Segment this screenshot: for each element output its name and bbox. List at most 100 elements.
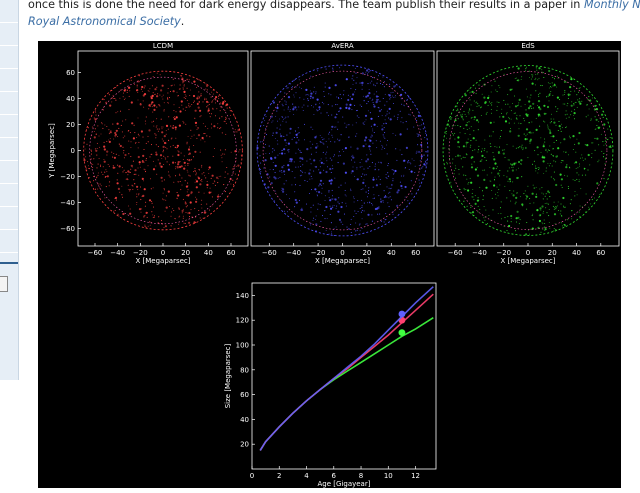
matter-particle [354, 161, 356, 163]
matter-particle [368, 145, 371, 148]
matter-particle [177, 181, 179, 183]
matter-particle [274, 164, 277, 167]
matter-particle [332, 136, 334, 138]
matter-particle [319, 204, 321, 206]
panel-frame [436, 50, 620, 247]
matter-particle [298, 106, 300, 108]
matter-particle [90, 158, 92, 160]
matter-particle [155, 144, 157, 146]
matter-particle [316, 109, 318, 111]
matter-particle [548, 93, 550, 95]
matter-particle [179, 84, 181, 86]
matter-particle [470, 126, 472, 128]
matter-particle [281, 170, 283, 172]
matter-particle [386, 110, 388, 112]
matter-particle [464, 157, 466, 159]
matter-particle [573, 118, 576, 120]
matter-particle [526, 138, 528, 140]
matter-particle [554, 179, 556, 181]
matter-particle [184, 109, 186, 111]
matter-particle [361, 205, 363, 207]
matter-particle [117, 187, 120, 190]
journal-link[interactable]: Monthly Noti [583, 0, 640, 11]
matter-particle [510, 221, 512, 223]
sidebar-button[interactable] [0, 276, 8, 292]
matter-particle [317, 208, 319, 210]
sidebar-item[interactable] [0, 230, 18, 253]
matter-particle [571, 218, 573, 220]
sidebar-item[interactable] [0, 69, 18, 92]
matter-particle [496, 91, 498, 93]
matter-particle [299, 151, 301, 153]
matter-particle [392, 91, 394, 93]
matter-particle [543, 172, 545, 175]
matter-particle [230, 151, 232, 153]
matter-particle [211, 196, 213, 198]
matter-particle [282, 105, 284, 107]
matter-particle [509, 180, 512, 182]
sidebar-item[interactable] [0, 161, 18, 184]
matter-particle [393, 85, 396, 88]
matter-particle [485, 186, 488, 189]
matter-particle [491, 102, 493, 104]
sidebar-item[interactable] [0, 23, 18, 46]
matter-particle [493, 184, 496, 187]
matter-particle [385, 122, 387, 124]
matter-particle [535, 73, 537, 76]
matter-particle [184, 222, 186, 224]
sidebar-item[interactable] [0, 0, 18, 23]
matter-particle [528, 233, 531, 235]
matter-particle [195, 186, 198, 189]
matter-particle [564, 91, 566, 93]
matter-particle [90, 150, 93, 152]
sidebar-item[interactable] [0, 207, 18, 230]
matter-particle [518, 98, 521, 101]
matter-particle [595, 108, 599, 111]
matter-particle [515, 169, 517, 171]
matter-particle [499, 87, 501, 89]
matter-particle [100, 133, 102, 135]
matter-particle [201, 136, 204, 140]
matter-particle [373, 105, 376, 108]
matter-particle [310, 147, 312, 149]
matter-particle [524, 138, 527, 141]
matter-particle [576, 106, 578, 108]
matter-particle [301, 106, 303, 108]
matter-particle [470, 140, 472, 142]
matter-particle [131, 184, 133, 186]
matter-particle [419, 125, 421, 127]
sidebar-item[interactable] [0, 184, 18, 207]
matter-particle [338, 155, 340, 157]
matter-particle [525, 198, 527, 200]
matter-particle [330, 222, 332, 224]
matter-particle [136, 86, 138, 88]
sidebar-item[interactable] [0, 138, 18, 161]
matter-particle [557, 108, 559, 110]
matter-particle [486, 151, 488, 153]
matter-particle [176, 166, 179, 169]
matter-particle [101, 123, 103, 125]
matter-particle [337, 121, 339, 123]
matter-particle [465, 146, 467, 148]
matter-particle [91, 163, 93, 165]
matter-particle [302, 164, 304, 166]
matter-particle [188, 216, 191, 218]
sidebar-item[interactable] [0, 115, 18, 138]
matter-particle [95, 149, 98, 152]
matter-particle [572, 135, 575, 138]
matter-particle [378, 195, 380, 197]
matter-particle [132, 160, 134, 162]
sidebar-item[interactable] [0, 46, 18, 69]
matter-particle [262, 160, 264, 162]
matter-particle [108, 133, 110, 135]
matter-particle [577, 167, 579, 169]
journal-link-continued[interactable]: Royal Astronomical Society [28, 15, 181, 28]
matter-particle [507, 216, 509, 218]
matter-particle [364, 114, 368, 117]
matter-particle [335, 207, 337, 209]
matter-particle [559, 173, 562, 176]
matter-particle [547, 124, 549, 126]
sidebar-item[interactable] [0, 92, 18, 115]
matter-particle [147, 165, 149, 167]
article-paragraph: once this is done the need for dark ener… [28, 0, 640, 30]
